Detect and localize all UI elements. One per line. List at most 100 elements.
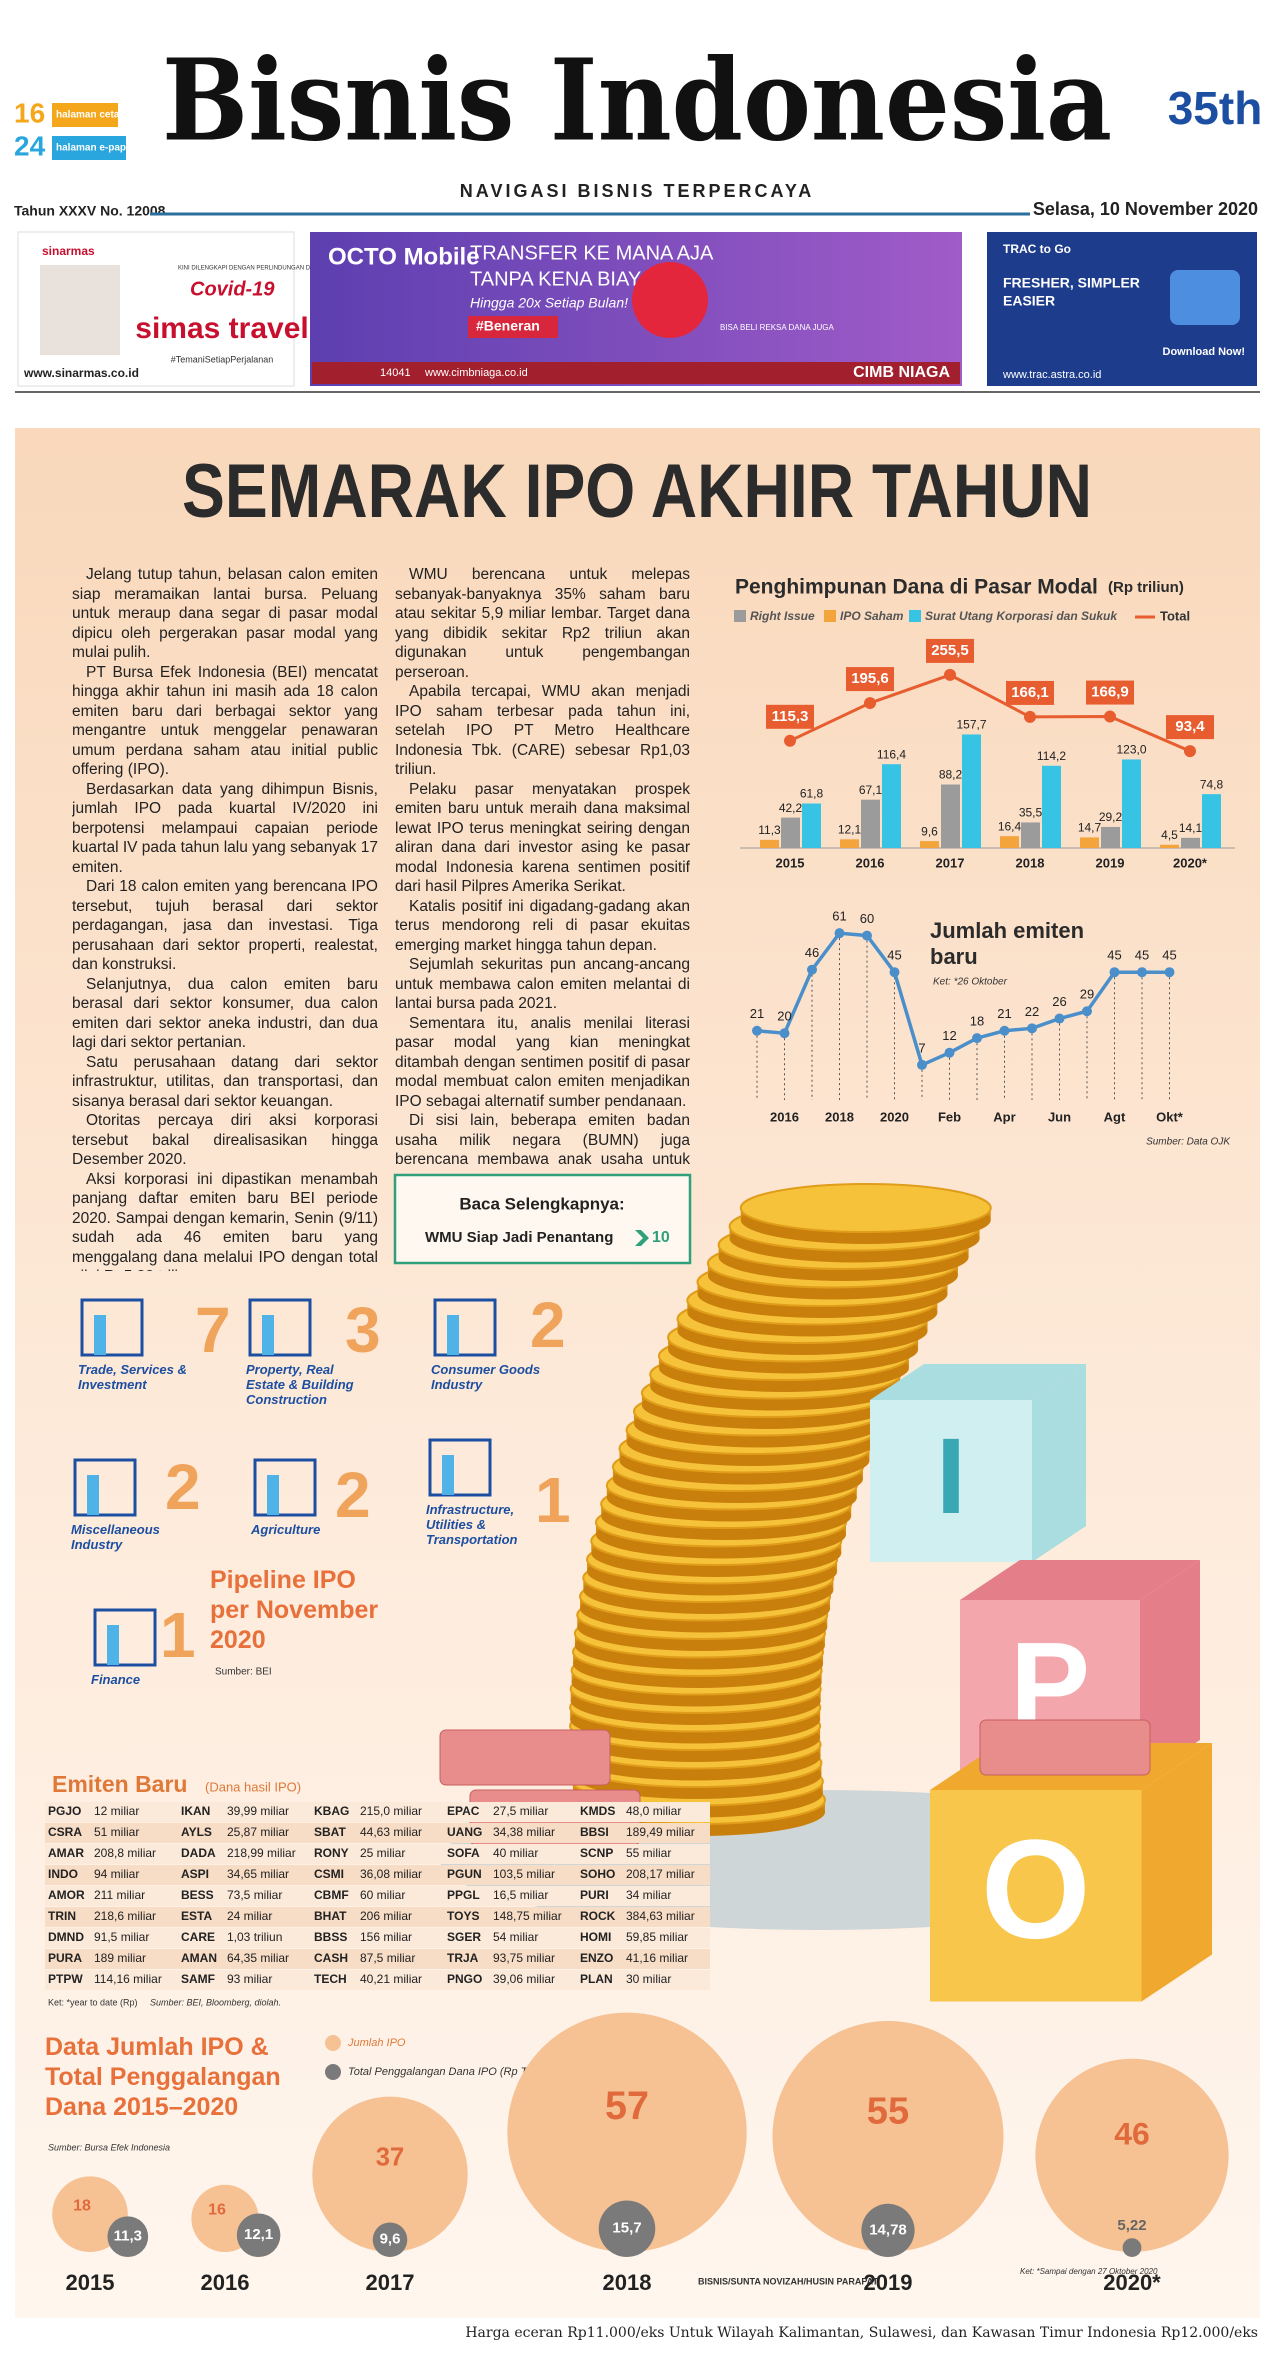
table-code: SAMF — [181, 1972, 215, 1986]
money — [439, 1729, 611, 1786]
chart-unit: (Rp triliun) — [1108, 579, 1184, 596]
read-more-page: 10 — [652, 1229, 670, 1246]
bar — [882, 764, 901, 848]
badge — [52, 103, 118, 127]
x-tick-label: 2015 — [776, 855, 805, 870]
table-value: 148,75 miliar — [493, 1909, 562, 1923]
table-value: 48,0 miliar — [626, 1804, 681, 1818]
total-point — [1024, 710, 1036, 723]
read-more-box[interactable] — [393, 1173, 692, 1265]
paragraph: Pelaku pasar menyatakan prospek emiten b… — [395, 780, 690, 896]
table-code: SGER — [447, 1930, 481, 1944]
bubble — [107, 2216, 149, 2257]
data-label: 88,2 — [939, 768, 963, 782]
legend-swatch — [325, 2035, 341, 2051]
ad-tagline: #TemaniSetiapPerjalanan — [171, 354, 274, 364]
ad-headline: FRESHER, SIMPLER — [1003, 275, 1140, 291]
paragraph: Selanjutnya, dua calon emiten baru beras… — [72, 975, 378, 1052]
paragraph: Sementara itu, analis menilai literasi p… — [395, 1014, 690, 1110]
x-tick-label: 2015 — [66, 2270, 115, 2295]
table-code: BHAT — [314, 1909, 347, 1923]
block-top — [870, 1364, 1086, 1400]
bar — [840, 839, 859, 848]
x-tick-label: Agt — [1104, 1109, 1126, 1124]
table-value: 208,8 miliar — [94, 1846, 156, 1860]
block-side — [1141, 1743, 1212, 2002]
table-value: 87,5 miliar — [360, 1951, 415, 1965]
total-line — [789, 673, 1191, 753]
table-row — [45, 1928, 710, 1948]
line — [756, 931, 1170, 1068]
table-code: TECH — [314, 1972, 347, 1986]
bubble — [861, 2203, 915, 2257]
data-label: 45 — [887, 948, 901, 963]
point — [779, 1028, 790, 1039]
table-code: PURI — [580, 1888, 609, 1902]
table-code: AMAN — [181, 1951, 217, 1965]
table-value: 93 miliar — [227, 1972, 272, 1986]
ad-bubble: BISA BELI REKSA DANA JUGA — [720, 323, 834, 332]
table-value: 1,03 triliun — [227, 1930, 282, 1944]
table-value: 114,16 miliar — [94, 1972, 162, 1986]
bar — [1101, 826, 1120, 848]
data-label: 5,22 — [1117, 2217, 1146, 2234]
table-value: 44,63 miliar — [360, 1825, 422, 1839]
sector-name: Property, Real Estate & Building Constru… — [246, 1362, 354, 1407]
bubble — [1122, 2238, 1142, 2257]
x-tick-label: 2018 — [825, 1109, 854, 1124]
ad-phone: 14041 — [380, 367, 411, 379]
table-value: 218,6 miliar — [94, 1909, 156, 1923]
data-label: 116,4 — [877, 747, 906, 761]
data-label: 115,3 — [772, 708, 809, 725]
table-code: PURA — [48, 1951, 82, 1965]
data-label: 9,6 — [921, 824, 938, 838]
sector-icon — [93, 1608, 157, 1667]
ad-sub: Hingga 20x Setiap Bulan! — [470, 295, 628, 311]
table-value: 94 miliar — [94, 1867, 139, 1881]
table-code: SCNP — [580, 1846, 613, 1860]
point — [1137, 967, 1147, 978]
table-value: 27,5 miliar — [493, 1804, 548, 1818]
point — [862, 930, 872, 941]
bar — [781, 817, 800, 848]
data-label: 157,7 — [956, 718, 986, 732]
ad-brand: TRAC to Go — [1003, 242, 1071, 256]
table-subtitle: (Dana hasil IPO) — [205, 1779, 301, 1794]
bar — [1000, 836, 1019, 848]
page-label: halaman e-paper — [56, 143, 136, 154]
table-row — [45, 1907, 710, 1927]
legend-label: IPO Saham — [840, 609, 904, 623]
point — [807, 964, 817, 975]
table-code: AMOR — [48, 1888, 85, 1902]
table-code: PGJO — [48, 1804, 81, 1818]
table-value: 60 miliar — [360, 1888, 405, 1902]
table-value: 215,0 miliar — [360, 1804, 422, 1818]
table-value: 54 miliar — [493, 1930, 538, 1944]
ad-url: www.cimbniaga.co.id — [424, 367, 528, 379]
masthead: Bisnis Indonesia — [162, 35, 1112, 166]
table-code: RONY — [314, 1846, 349, 1860]
sector-icon — [262, 1315, 274, 1355]
block — [870, 1400, 1032, 1562]
table-code: BESS — [181, 1888, 214, 1902]
source: Sumber: Data OJK — [1146, 1137, 1231, 1148]
read-more-title: WMU Siap Jadi Penantang — [425, 1229, 613, 1246]
ad-mascot — [632, 262, 708, 338]
paragraph: WMU berencana untuk melepas sebanyak-ban… — [395, 566, 690, 681]
table-code: CARE — [181, 1930, 215, 1944]
data-label: 60 — [860, 911, 874, 926]
data-label: 21 — [997, 1006, 1011, 1021]
pipeline-title: Pipeline IPO per November 2020 — [210, 1566, 379, 1654]
data-label: 11,3 — [758, 823, 781, 837]
table-value: 39,99 miliar — [227, 1804, 289, 1818]
table-code: TOYS — [447, 1909, 479, 1923]
x-tick-label: 2020 — [880, 1109, 909, 1124]
paragraph: Jelang tutup tahun, belasan calon emiten… — [72, 566, 378, 661]
table-code: UANG — [447, 1825, 482, 1839]
x-tick-label: 2016 — [770, 1109, 799, 1124]
point — [1027, 1023, 1037, 1034]
block-letter: O — [981, 1810, 1091, 1968]
bar — [920, 841, 939, 848]
